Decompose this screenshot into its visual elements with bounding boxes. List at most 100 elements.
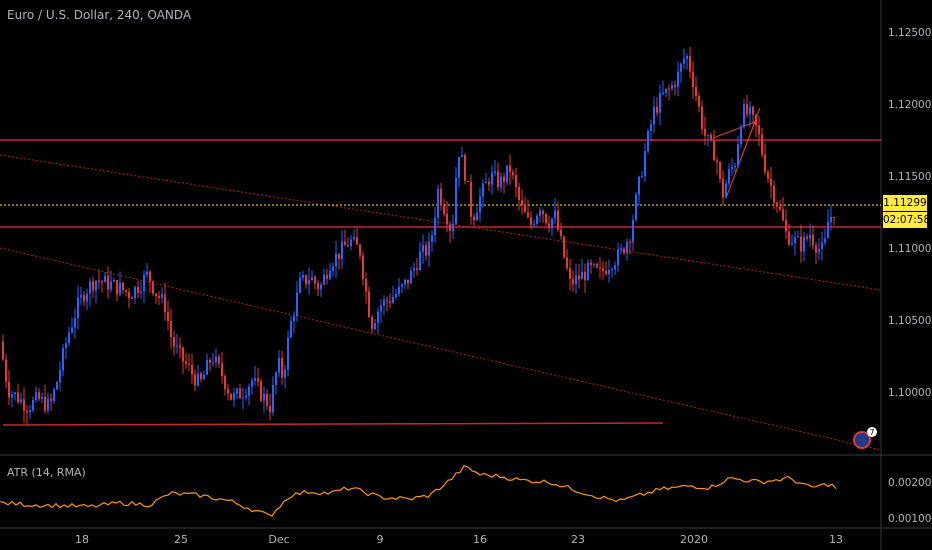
candle-body bbox=[494, 171, 496, 173]
candle-body bbox=[59, 370, 61, 383]
candle-body bbox=[8, 381, 10, 398]
candle-body bbox=[581, 271, 583, 280]
candle-body bbox=[50, 398, 52, 402]
candle-body bbox=[311, 277, 313, 281]
candle-body bbox=[416, 268, 418, 271]
price-tick-label: 1.12000 bbox=[888, 99, 931, 111]
candle-body bbox=[386, 299, 388, 302]
candle-body bbox=[365, 279, 367, 292]
time-tick-label: 2020 bbox=[680, 533, 708, 546]
candle-body bbox=[284, 369, 286, 378]
candle-body bbox=[488, 181, 490, 185]
countdown-label: 02:07:58 bbox=[883, 212, 931, 228]
candle-body bbox=[26, 410, 28, 413]
candle-body bbox=[335, 253, 337, 267]
candle-body bbox=[152, 281, 154, 294]
candle-body bbox=[713, 140, 715, 161]
candle-body bbox=[305, 275, 307, 285]
candle-body bbox=[623, 248, 625, 254]
candle-body bbox=[254, 378, 256, 381]
candle-body bbox=[317, 283, 319, 290]
candle-body bbox=[632, 219, 634, 243]
price-tick-label: 1.10000 bbox=[888, 387, 931, 399]
candle-body bbox=[434, 217, 436, 236]
candle-body bbox=[527, 212, 529, 218]
candle-body bbox=[320, 284, 322, 290]
candle-body bbox=[110, 281, 112, 290]
candle-body bbox=[368, 291, 370, 318]
candle-body bbox=[407, 279, 409, 284]
candle-body bbox=[497, 171, 499, 188]
candle-body bbox=[224, 376, 226, 390]
last-price-label: 1.11299 bbox=[883, 195, 927, 211]
candle-body bbox=[353, 237, 355, 240]
candle-body bbox=[770, 178, 772, 186]
candle-body bbox=[20, 399, 22, 403]
candle-body bbox=[41, 396, 43, 399]
candle-body bbox=[200, 373, 202, 380]
candle-body bbox=[620, 248, 622, 250]
candle-body bbox=[593, 264, 595, 266]
pattern-drawing bbox=[712, 107, 761, 199]
candle-body bbox=[764, 154, 766, 173]
candle-body bbox=[221, 363, 223, 377]
candle-body bbox=[824, 238, 826, 243]
candle-body bbox=[500, 176, 502, 188]
candle-body bbox=[677, 71, 679, 87]
candle-body bbox=[374, 323, 376, 330]
candle-body bbox=[668, 88, 670, 90]
candle-body bbox=[35, 392, 37, 400]
candle-body bbox=[647, 130, 649, 152]
candle-body bbox=[602, 267, 604, 271]
candle-body bbox=[209, 360, 211, 363]
candle-body bbox=[695, 86, 697, 97]
candle-body bbox=[95, 280, 97, 291]
candle-body bbox=[557, 210, 559, 230]
atr-line bbox=[0, 464, 837, 517]
candle-body bbox=[737, 144, 739, 167]
candle-body bbox=[701, 106, 703, 129]
price-tick-label: 1.11500 bbox=[888, 171, 931, 183]
candle-body bbox=[230, 393, 232, 400]
candle-body bbox=[587, 262, 589, 281]
economic-event-flag-icon[interactable]: 7 bbox=[853, 427, 877, 449]
candle-body bbox=[287, 337, 289, 370]
candle-body bbox=[440, 188, 442, 206]
candle-body bbox=[185, 361, 187, 364]
candle-body bbox=[356, 237, 358, 245]
candle-body bbox=[290, 320, 292, 338]
candle-body bbox=[563, 236, 565, 258]
candle-body bbox=[44, 396, 46, 411]
candle-body bbox=[377, 311, 379, 324]
candle-body bbox=[101, 281, 103, 283]
candle-body bbox=[413, 268, 415, 271]
candle-body bbox=[740, 126, 742, 145]
candle-body bbox=[530, 217, 532, 225]
candle-body bbox=[662, 92, 664, 94]
atr-title: ATR (14, RMA) bbox=[7, 466, 86, 479]
candle-body bbox=[248, 386, 250, 396]
candle-body bbox=[821, 242, 823, 249]
candle-body bbox=[203, 374, 205, 380]
candle-body bbox=[56, 382, 58, 390]
candle-body bbox=[773, 185, 775, 203]
candle-body bbox=[68, 332, 70, 344]
candle-body bbox=[65, 343, 67, 349]
candle-body bbox=[590, 262, 592, 266]
candle-body bbox=[71, 327, 73, 333]
candle-body bbox=[584, 271, 586, 281]
candle-body bbox=[2, 341, 4, 360]
candle-body bbox=[158, 296, 160, 299]
candle-body bbox=[818, 248, 820, 253]
candle-body bbox=[638, 176, 640, 195]
candle-body bbox=[170, 321, 172, 338]
candle-body bbox=[728, 169, 730, 184]
candle-body bbox=[455, 177, 457, 224]
candle-body bbox=[596, 264, 598, 268]
candle-body bbox=[575, 275, 577, 285]
lower-level-line bbox=[2, 422, 664, 426]
candle-body bbox=[686, 56, 688, 59]
candle-body bbox=[464, 155, 466, 181]
candle-body bbox=[332, 266, 334, 271]
